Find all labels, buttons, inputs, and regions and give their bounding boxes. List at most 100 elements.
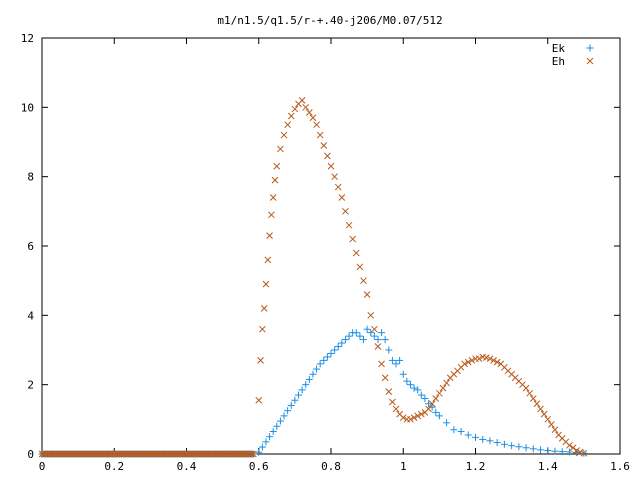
y-tick-label: 4	[27, 309, 34, 322]
ek-point	[294, 391, 302, 399]
ek-point	[334, 343, 342, 351]
eh-point	[370, 325, 378, 333]
ek-point	[352, 329, 360, 337]
ek-point	[508, 442, 516, 450]
eh-point	[490, 357, 497, 364]
eh-point	[349, 235, 357, 243]
eh-point	[417, 410, 425, 418]
ek-point	[515, 443, 523, 451]
eh-point	[298, 97, 306, 104]
legend-label-eh: Eh	[552, 55, 565, 68]
ek-point	[280, 412, 288, 420]
eh-point	[522, 384, 530, 392]
chart-title: m1/n1.5/q1.5/r-+.40-j206/M0.07/512	[217, 14, 442, 27]
ek-point	[298, 386, 306, 394]
eh-point	[280, 131, 288, 139]
ek-point	[316, 360, 324, 368]
axes	[41, 37, 621, 455]
eh-point	[269, 194, 277, 201]
ek-point	[341, 336, 349, 344]
ek-point	[273, 422, 281, 430]
x-tick-label: 1.6	[610, 460, 630, 473]
eh-point	[381, 374, 389, 382]
ek-point	[345, 332, 353, 340]
ek-point	[410, 384, 418, 392]
eh-point	[259, 325, 266, 333]
eh-point	[533, 400, 541, 408]
ek-point	[443, 419, 451, 427]
eh-point	[302, 103, 310, 111]
ek-point	[320, 356, 328, 364]
ek-point	[529, 445, 537, 453]
eh-point	[356, 263, 364, 271]
eh-point	[277, 145, 284, 153]
x-tick-label: 1.2	[466, 460, 486, 473]
x-tick-label: 0.8	[321, 460, 341, 473]
ek-point	[360, 336, 368, 344]
eh-point	[324, 152, 331, 160]
y-tick-label: 8	[27, 171, 34, 184]
ek-point	[284, 407, 292, 415]
ek-point	[500, 440, 508, 448]
eh-point	[537, 405, 544, 413]
ek-point	[493, 439, 501, 447]
eh-point	[331, 173, 338, 181]
ek-point	[396, 356, 404, 364]
ek-point	[363, 325, 371, 333]
eh-point	[342, 207, 349, 215]
eh-point	[255, 396, 263, 404]
eh-point	[389, 398, 396, 406]
ek-point	[305, 375, 313, 383]
y-tick-label: 6	[27, 240, 34, 253]
ek-point	[309, 370, 317, 378]
eh-point	[316, 131, 324, 139]
eh-point	[410, 414, 418, 421]
y-tick-label: 0	[27, 448, 34, 461]
ek-point	[450, 426, 458, 434]
eh-point	[428, 400, 436, 408]
eh-point	[443, 379, 450, 387]
ek-point	[258, 443, 266, 451]
eh-point	[392, 405, 400, 413]
ek-point	[479, 435, 487, 443]
ek-point	[323, 353, 331, 361]
ek-point	[313, 365, 321, 373]
ek-point	[551, 447, 559, 455]
eh-point	[569, 444, 577, 452]
ek-point	[558, 448, 566, 456]
x-tick-label: 0.4	[177, 460, 197, 473]
eh-point	[273, 162, 281, 170]
eh-point	[580, 449, 588, 457]
legend-marker-eh	[586, 57, 594, 65]
eh-point	[464, 358, 472, 366]
eh-point	[271, 176, 279, 184]
ek-point	[421, 395, 429, 403]
eh-point	[551, 426, 559, 434]
ek-point	[406, 381, 414, 389]
ek-point	[472, 433, 479, 441]
series-eh	[38, 97, 588, 458]
eh-point	[432, 395, 440, 402]
ek-point	[381, 336, 389, 344]
ek-point	[565, 448, 573, 456]
ek-point	[262, 438, 270, 446]
eh-point	[566, 441, 573, 449]
ek-point	[399, 370, 407, 378]
ek-point	[432, 408, 440, 416]
eh-point	[249, 450, 257, 458]
ek-point	[331, 346, 339, 354]
eh-point	[425, 405, 432, 413]
y-tick-label: 2	[27, 379, 34, 392]
x-tick-label: 0.6	[249, 460, 269, 473]
eh-point	[439, 384, 447, 392]
eh-point	[313, 121, 320, 129]
ek-point	[356, 332, 364, 340]
ek-point	[464, 431, 472, 439]
eh-point	[248, 450, 255, 458]
eh-point	[291, 105, 299, 113]
ek-point	[388, 356, 396, 364]
y-tick-label: 12	[21, 32, 34, 45]
eh-point	[374, 343, 382, 350]
eh-point	[363, 291, 371, 298]
ek-point	[537, 446, 545, 454]
